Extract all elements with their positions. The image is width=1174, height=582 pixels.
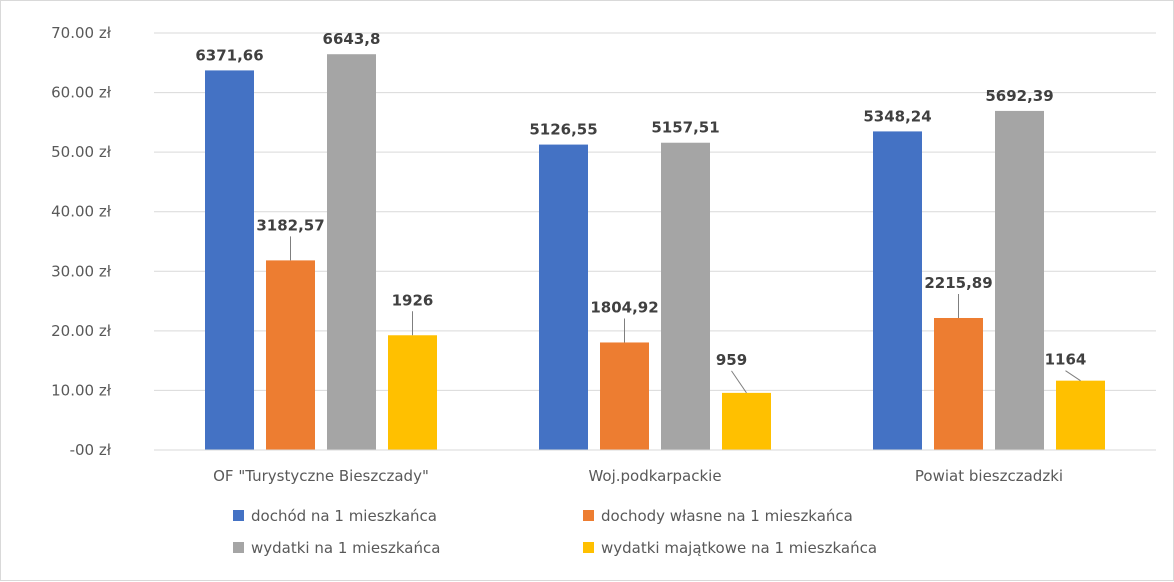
data-label: 6643,8 xyxy=(323,30,381,48)
x-category-label: Powiat bieszczadzki xyxy=(915,467,1063,485)
legend-label: wydatki na 1 mieszkańca xyxy=(251,539,440,557)
data-label: 5157,51 xyxy=(651,119,719,137)
y-tick-label: 30.00 zł xyxy=(51,262,112,280)
legend-swatch xyxy=(233,510,244,521)
data-label: 5126,55 xyxy=(529,121,597,139)
data-label: 5348,24 xyxy=(863,107,931,125)
data-label: 1804,92 xyxy=(590,298,658,316)
leader-line xyxy=(731,370,747,394)
x-category-label: Woj.podkarpackie xyxy=(588,467,721,485)
bar xyxy=(661,142,710,450)
data-label: 1926 xyxy=(392,291,434,309)
y-tick-label: 60.00 zł xyxy=(51,84,112,102)
bar xyxy=(539,144,588,451)
bar xyxy=(327,54,376,450)
bar xyxy=(1056,380,1105,450)
bar xyxy=(388,335,437,450)
legend-swatch xyxy=(583,510,594,521)
data-label: 1164 xyxy=(1045,351,1087,369)
bar xyxy=(873,131,922,451)
legend-swatch xyxy=(233,542,244,553)
y-tick-label: 70.00 zł xyxy=(51,24,112,42)
bar xyxy=(934,317,983,450)
legend-swatch xyxy=(583,542,594,553)
data-label: 959 xyxy=(716,351,747,369)
x-category-label: OF "Turystyczne Bieszczady" xyxy=(213,467,429,485)
bar xyxy=(205,70,254,450)
y-tick-label: 20.00 zł xyxy=(51,322,112,340)
data-label: 2215,89 xyxy=(924,274,992,292)
data-label: 6371,66 xyxy=(195,46,263,64)
bar xyxy=(600,342,649,450)
bar xyxy=(722,392,771,450)
leader-line xyxy=(1065,370,1081,382)
legend-label: dochody własne na 1 mieszkańca xyxy=(601,507,853,525)
y-tick-label: 10.00 zł xyxy=(51,381,112,399)
data-label: 3182,57 xyxy=(256,216,324,234)
bar xyxy=(266,260,315,450)
y-tick-label: -00 zł xyxy=(70,441,112,459)
data-label: 5692,39 xyxy=(985,87,1053,105)
bar xyxy=(995,110,1044,450)
y-tick-label: 50.00 zł xyxy=(51,143,112,161)
legend-label: wydatki majątkowe na 1 mieszkańca xyxy=(601,539,877,557)
legend-label: dochód na 1 mieszkańca xyxy=(251,507,437,525)
y-tick-label: 40.00 zł xyxy=(51,203,112,221)
